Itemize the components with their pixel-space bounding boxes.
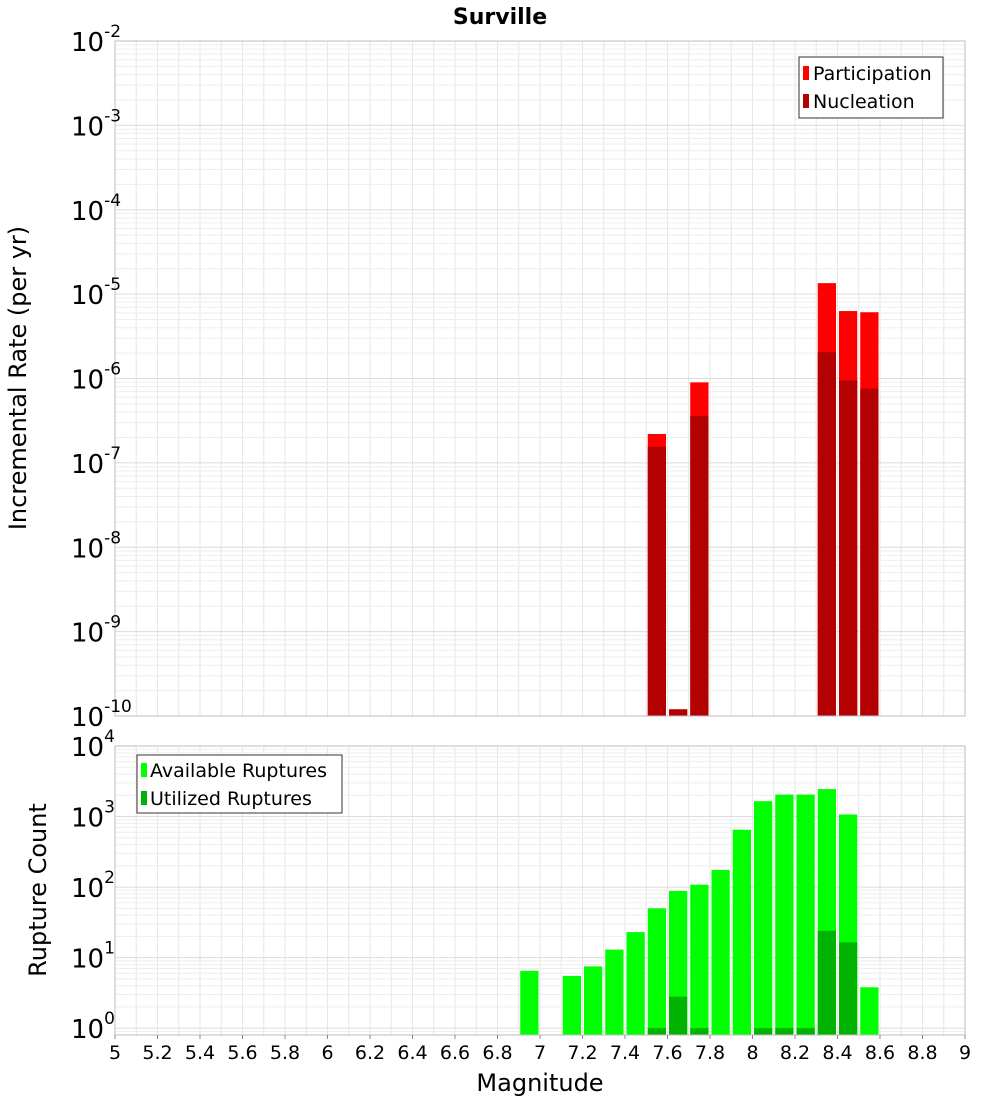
- y-tick-label: 101: [71, 939, 115, 975]
- bottom-bar-series2: [669, 996, 688, 1035]
- y-tick-label: 10-5: [71, 275, 121, 311]
- x-tick-label: 6.2: [355, 1042, 385, 1064]
- x-tick-label: 7.6: [652, 1042, 682, 1064]
- x-tick-label: 8.4: [822, 1042, 852, 1064]
- bottom-bar-series2: [817, 930, 836, 1035]
- x-tick-label: 8.2: [780, 1042, 810, 1064]
- y-tick-label: 104: [71, 727, 115, 763]
- bottom-y-tick-labels: 100 101 102 103 104: [71, 727, 115, 1045]
- top-bar-series2: [647, 446, 666, 716]
- x-tick-label: 6.8: [482, 1042, 512, 1064]
- bottom-bars: [520, 789, 879, 1035]
- top-plot-frame: [114, 40, 966, 717]
- bottom-bar-series1: [860, 987, 879, 1035]
- bottom-bar-series1: [711, 869, 730, 1035]
- bottom-bar-series2: [796, 1028, 815, 1035]
- top-bars: [647, 283, 879, 716]
- bottom-bar-series1: [690, 884, 709, 1035]
- y-tick-label: 10-8: [71, 528, 121, 564]
- y-tick-label: 10-2: [71, 22, 121, 58]
- bottom-legend: Available Ruptures Utilized Ruptures: [136, 754, 343, 814]
- x-axis-label: Magnitude: [476, 1069, 603, 1097]
- bottom-y-axis-label: Rupture Count: [24, 803, 52, 977]
- bottom-bar-series1: [775, 794, 794, 1035]
- y-tick-label: 10-7: [71, 444, 121, 480]
- x-tick-label: 8.6: [865, 1042, 895, 1064]
- x-tick-label: 7.2: [567, 1042, 597, 1064]
- y-tick-label: 100: [71, 1009, 115, 1045]
- y-tick-label: 102: [71, 868, 115, 904]
- top-bar-series2: [839, 380, 858, 716]
- bottom-bar-series2: [647, 1028, 666, 1035]
- top-grid: [114, 40, 966, 717]
- x-tick-label: 6.4: [397, 1042, 427, 1064]
- x-tick-label: 5.6: [227, 1042, 257, 1064]
- legend-label-utilized: Utilized Ruptures: [150, 788, 312, 810]
- top-bar-series2: [817, 352, 836, 716]
- x-tick-label: 5.2: [142, 1042, 172, 1064]
- top-bar-series2: [690, 415, 709, 716]
- x-tick-label: 8.8: [907, 1042, 937, 1064]
- legend-label-participation: Participation: [813, 63, 932, 85]
- bottom-legend-box: [136, 754, 343, 814]
- top-legend-box: [798, 56, 944, 119]
- bottom-bar-series1: [562, 975, 581, 1035]
- bottom-bar-series2: [775, 1028, 794, 1035]
- x-tick-label: 5.4: [185, 1042, 215, 1064]
- top-y-tick-labels: 10-10 10-9 10-8 10-7 10-6 10-5 10-4 10-3 10-2: [71, 22, 132, 733]
- y-tick-label: 10-10: [71, 697, 132, 733]
- bottom-bar-series1: [626, 932, 645, 1035]
- y-tick-label: 10-9: [71, 613, 121, 649]
- x-tick-label: 6: [321, 1042, 333, 1064]
- x-tick-label: 7.4: [610, 1042, 640, 1064]
- legend-swatch-participation: [803, 66, 809, 80]
- x-tick-label: 7.8: [695, 1042, 725, 1064]
- legend-swatch-utilized: [141, 791, 147, 805]
- y-tick-label: 10-4: [71, 191, 121, 227]
- bottom-bar-series2: [690, 1028, 709, 1035]
- x-tick-label: 7: [534, 1042, 546, 1064]
- top-legend: Participation Nucleation: [798, 56, 944, 119]
- legend-label-nucleation: Nucleation: [813, 91, 915, 113]
- top-y-axis-label: Incremental Rate (per yr): [4, 226, 32, 530]
- x-tick-label: 6.6: [440, 1042, 470, 1064]
- bottom-bar-series1: [584, 966, 603, 1035]
- bottom-bar-series1: [605, 949, 624, 1035]
- bottom-bar-series1: [732, 829, 751, 1035]
- bottom-bar-series2: [839, 942, 858, 1035]
- y-tick-label: 10-3: [71, 106, 121, 142]
- top-bar-series2: [860, 388, 879, 716]
- legend-swatch-nucleation: [803, 94, 809, 108]
- legend-label-available: Available Ruptures: [150, 760, 327, 782]
- y-tick-label: 10-6: [71, 360, 121, 396]
- y-tick-label: 103: [71, 798, 115, 834]
- bottom-bar-series1: [796, 794, 815, 1035]
- x-tick-label: 5.8: [270, 1042, 300, 1064]
- legend-swatch-available: [141, 763, 147, 777]
- x-tick-label: 8: [746, 1042, 758, 1064]
- x-tick-label: 5: [109, 1042, 121, 1064]
- x-tick-labels: 5 5.2 5.4 5.6 5.8 6 6.2 6.4 6.6 6.8 7 7.2 7.4 7.6 7.8 8…: [109, 1035, 971, 1064]
- x-tick-label: 9: [959, 1042, 971, 1064]
- bottom-bar-series1: [647, 908, 666, 1035]
- bottom-bar-series2: [754, 1028, 773, 1035]
- chart-title: Surville: [453, 5, 547, 30]
- top-bar-series2: [669, 709, 688, 716]
- bottom-bar-series1: [754, 801, 773, 1035]
- bottom-bar-series1: [520, 970, 539, 1035]
